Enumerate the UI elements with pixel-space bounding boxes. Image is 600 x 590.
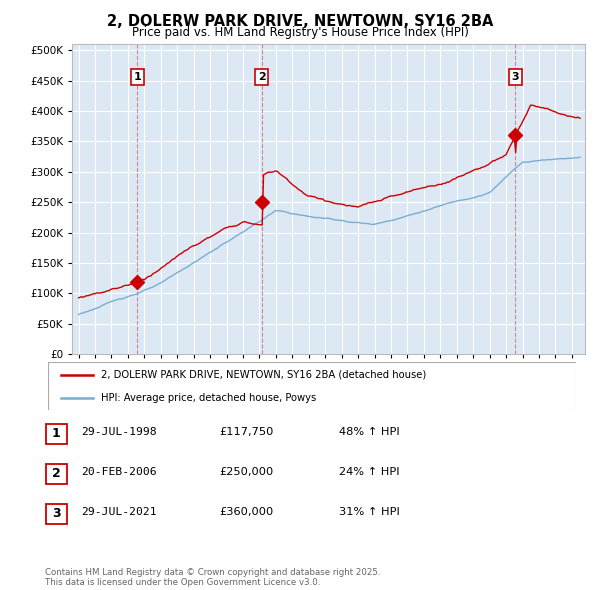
FancyBboxPatch shape [46, 464, 67, 484]
Text: 31% ↑ HPI: 31% ↑ HPI [339, 507, 400, 517]
Text: 2: 2 [258, 72, 265, 82]
Text: £250,000: £250,000 [219, 467, 273, 477]
Text: Price paid vs. HM Land Registry's House Price Index (HPI): Price paid vs. HM Land Registry's House … [131, 26, 469, 39]
Text: 1: 1 [133, 72, 141, 82]
Text: 3: 3 [512, 72, 519, 82]
Text: 48% ↑ HPI: 48% ↑ HPI [339, 427, 400, 437]
Text: £117,750: £117,750 [219, 427, 274, 437]
Text: HPI: Average price, detached house, Powys: HPI: Average price, detached house, Powy… [101, 393, 316, 403]
Text: 2, DOLERW PARK DRIVE, NEWTOWN, SY16 2BA: 2, DOLERW PARK DRIVE, NEWTOWN, SY16 2BA [107, 14, 493, 28]
FancyBboxPatch shape [48, 362, 576, 410]
Text: 20-FEB-2006: 20-FEB-2006 [81, 467, 157, 477]
FancyBboxPatch shape [46, 504, 67, 524]
Text: 24% ↑ HPI: 24% ↑ HPI [339, 467, 400, 477]
Text: 3: 3 [52, 507, 61, 520]
Text: 2: 2 [52, 467, 61, 480]
Text: 29-JUL-2021: 29-JUL-2021 [81, 507, 157, 517]
Text: 2, DOLERW PARK DRIVE, NEWTOWN, SY16 2BA (detached house): 2, DOLERW PARK DRIVE, NEWTOWN, SY16 2BA … [101, 370, 426, 380]
Text: Contains HM Land Registry data © Crown copyright and database right 2025.
This d: Contains HM Land Registry data © Crown c… [45, 568, 380, 587]
Text: 1: 1 [52, 427, 61, 440]
FancyBboxPatch shape [46, 424, 67, 444]
Text: 29-JUL-1998: 29-JUL-1998 [81, 427, 157, 437]
Text: £360,000: £360,000 [219, 507, 273, 517]
